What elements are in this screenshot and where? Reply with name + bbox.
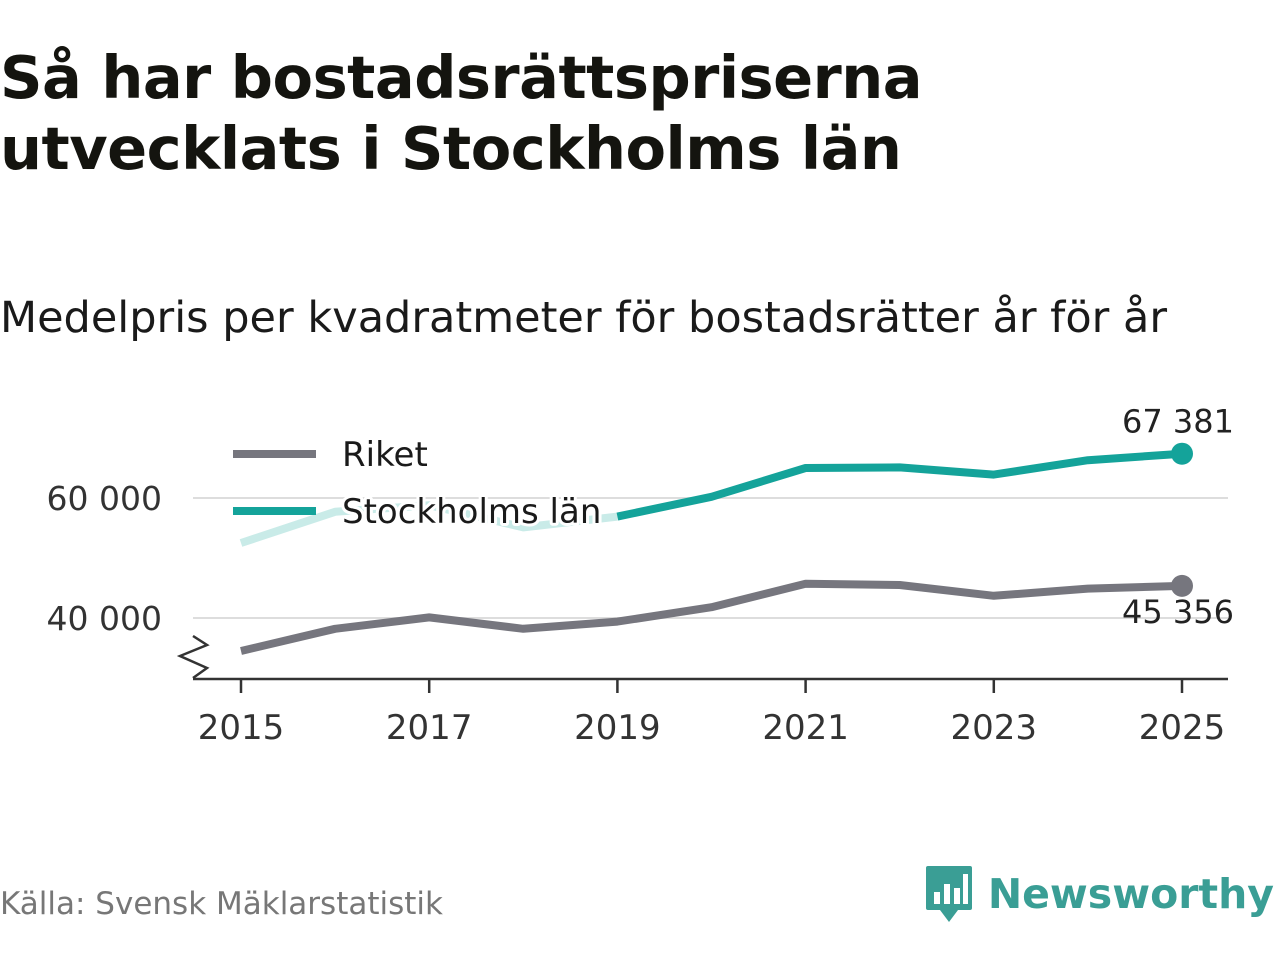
- y-tick-label: 60 000: [47, 479, 162, 518]
- brand-logo[interactable]: Newsworthy: [924, 864, 1274, 924]
- series-line-faded: [239, 501, 618, 547]
- x-tick-label: 2025: [1139, 708, 1226, 748]
- end-value-label: 67 381: [1122, 403, 1234, 441]
- source-note: Källa: Svensk Mäklarstatistik: [0, 886, 443, 922]
- axis-break-marker: [176, 634, 210, 680]
- page-title: Så har bostadsrättspriserna utvecklats i…: [0, 43, 923, 183]
- x-tick-label: 2021: [762, 708, 849, 748]
- brand-name: Newsworthy: [987, 870, 1274, 918]
- x-tick-label: 2019: [574, 708, 661, 748]
- x-axis: 2015 2017 2019 2021 2023 2025: [176, 634, 1228, 748]
- end-labels: 45 356 67 381: [1122, 403, 1234, 631]
- series-end-point: [1171, 442, 1193, 465]
- x-tick-label: 2023: [951, 708, 1038, 748]
- x-tick-label: 2015: [198, 708, 285, 748]
- legend-label: Riket: [342, 435, 428, 475]
- y-axis-ticks: 40 000 60 000: [47, 479, 162, 638]
- bar-chart-speech-bubble-icon: [925, 866, 972, 922]
- series-line: [240, 579, 1183, 655]
- y-tick-label: 40 000: [47, 599, 162, 638]
- line-chart: 2015 2017 2019 2021 2023 2025 40 000 60 000 Ri…: [47, 403, 1234, 748]
- x-tick-label: 2017: [386, 708, 473, 748]
- legend-label: Stockholms län: [342, 492, 601, 532]
- series-end-point: [1171, 574, 1193, 597]
- series-line: [616, 449, 1183, 521]
- end-value-label: 45 356: [1122, 593, 1234, 631]
- legend: Riket Stockholms län: [233, 432, 604, 535]
- chart-subtitle: Medelpris per kvadratmeter för bostadsrä…: [0, 293, 1168, 343]
- series-lines: [239, 442, 1193, 655]
